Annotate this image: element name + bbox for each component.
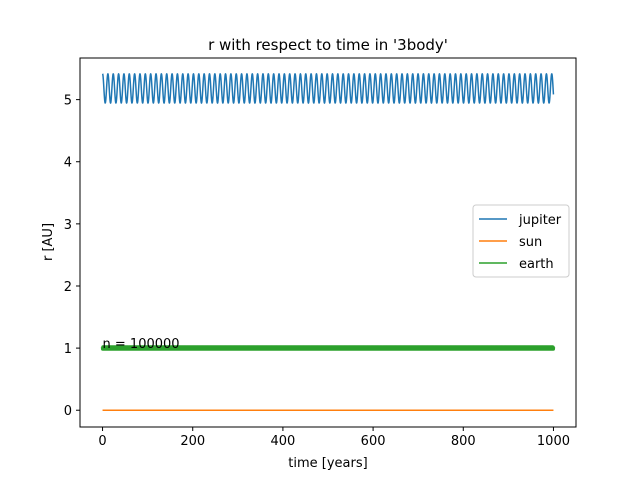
- y-tick-label: 2: [64, 280, 72, 295]
- x-tick-label: 600: [361, 434, 386, 449]
- legend-label-sun: sun: [519, 235, 542, 250]
- tick-layer: 0 200 400 600 800 1000 0 1 2 3 4 5: [64, 94, 570, 449]
- plot-frame: [79, 57, 577, 428]
- y-tick-label: 3: [64, 218, 72, 233]
- legend: jupiter sun earth: [472, 204, 570, 278]
- y-tick-label: 4: [64, 156, 72, 171]
- legend-label-jupiter: jupiter: [518, 213, 562, 228]
- y-axis-label: r [AU]: [41, 223, 56, 261]
- annotation-n: n = 100000: [103, 337, 180, 352]
- x-tick-label: 1000: [537, 434, 570, 449]
- x-tick-label: 800: [451, 434, 476, 449]
- y-tick-label: 1: [64, 342, 72, 357]
- x-tick-label: 0: [98, 434, 106, 449]
- series-line-jupiter: [101, 73, 555, 104]
- y-tick-label: 0: [64, 404, 72, 419]
- legend-label-earth: earth: [519, 257, 554, 272]
- legend-box: [472, 204, 570, 278]
- x-axis-label: time [years]: [288, 456, 367, 471]
- chart-title: r with respect to time in '3body': [208, 36, 448, 54]
- x-tick-label: 400: [270, 434, 295, 449]
- series-layer: [100, 73, 556, 411]
- y-tick-label: 5: [64, 94, 72, 109]
- series-line-earth: [100, 345, 556, 351]
- x-tick-label: 200: [180, 434, 205, 449]
